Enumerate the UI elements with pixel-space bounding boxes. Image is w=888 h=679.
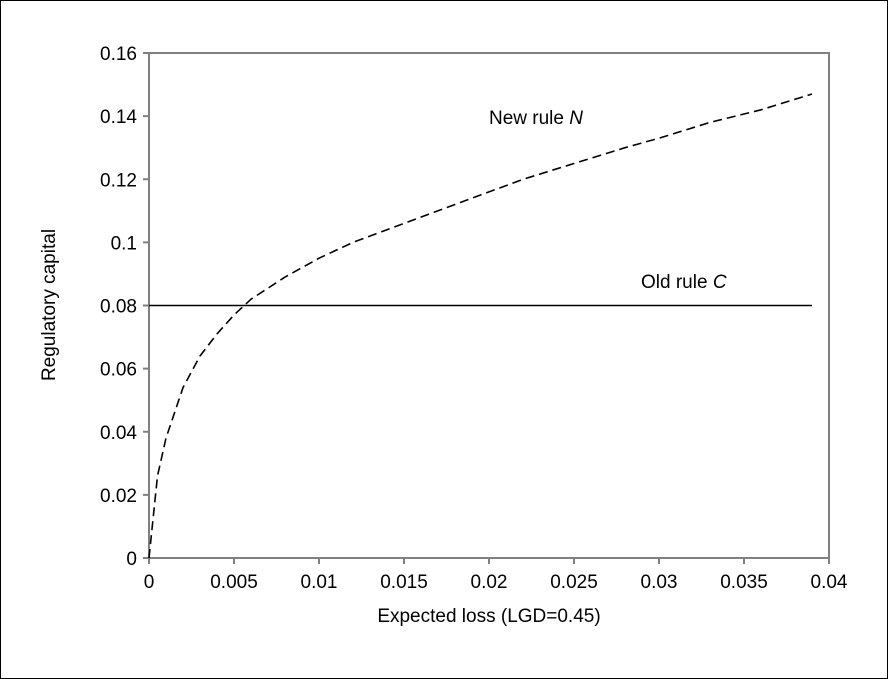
series-label-old-rule-symbol: C (713, 272, 727, 293)
x-tick-label: 0.025 (550, 572, 598, 593)
y-tick-label: 0.04 (100, 423, 137, 444)
y-axis-ticks: 0 0.02 0.04 0.06 0.08 0.1 0.12 0.14 0.16 (100, 44, 149, 570)
x-tick-label: 0.04 (811, 572, 848, 593)
y-tick-label: 0.1 (111, 233, 137, 254)
series-label-new-rule-symbol: N (569, 108, 583, 129)
x-tick-label: 0.005 (210, 572, 258, 593)
x-tick-label: 0.035 (720, 572, 768, 593)
x-tick-label: 0.02 (471, 572, 508, 593)
series-label-old-rule-prefix: Old rule (641, 272, 713, 293)
x-axis-title: Expected loss (LGD=0.45) (377, 606, 600, 627)
x-tick-label: 0.01 (301, 572, 338, 593)
x-axis-ticks: 0 0.005 0.01 0.015 0.02 0.025 0.03 0.035 0.04 (144, 558, 848, 593)
y-tick-label: 0.12 (100, 170, 137, 191)
series-line-new-rule (148, 93, 813, 559)
y-tick-label: 0.02 (100, 486, 137, 507)
series-layer (148, 93, 813, 559)
x-tick-label: 0 (144, 572, 155, 593)
y-tick-label: 0.14 (100, 107, 137, 128)
y-tick-label: 0.16 (100, 44, 137, 65)
y-tick-label: 0.06 (100, 360, 137, 381)
y-tick-label: 0 (126, 549, 137, 570)
series-label-old-rule: Old rule C (641, 272, 727, 293)
x-tick-label: 0.03 (641, 572, 678, 593)
y-tick-label: 0.08 (100, 297, 137, 318)
series-label-new-rule: New rule N (489, 108, 583, 129)
y-axis-title: Regulatory capital (39, 229, 60, 381)
x-tick-label: 0.015 (380, 572, 428, 593)
series-label-new-rule-prefix: New rule (489, 108, 569, 129)
